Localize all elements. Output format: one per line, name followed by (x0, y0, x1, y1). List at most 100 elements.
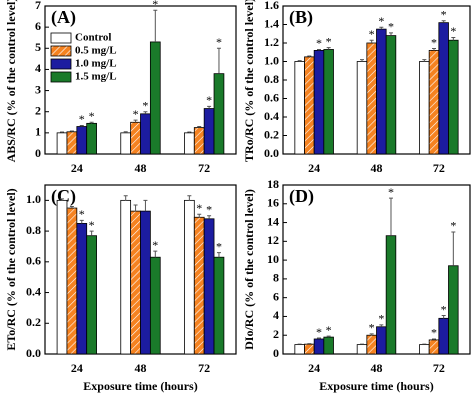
bar (323, 336, 334, 355)
significance-mark: * (441, 8, 447, 22)
y-tick-label: 0.4 (26, 284, 41, 298)
bar (130, 210, 141, 355)
significance-mark: * (450, 24, 456, 38)
bar (376, 28, 387, 155)
y-tick-label: 2 (35, 103, 41, 117)
bar (428, 339, 440, 355)
error-bar (197, 126, 202, 128)
bar (419, 61, 430, 155)
significance-mark: * (206, 93, 212, 107)
y-tick-label: 4 (35, 61, 41, 75)
error-bar (187, 131, 192, 133)
error-bar (422, 59, 427, 62)
x-tick-label: 72 (198, 361, 210, 375)
bar (184, 199, 195, 355)
error-bar (432, 48, 437, 51)
significance-mark: * (152, 0, 158, 11)
bar (140, 210, 151, 355)
y-tick-label: 1.0 (26, 192, 41, 206)
significance-mark: * (388, 185, 394, 199)
y-tick-label: 0 (273, 346, 279, 360)
error-bar (326, 335, 331, 338)
x-tick-label: 72 (433, 161, 445, 175)
error-bar (133, 119, 138, 123)
panel-label: (A) (51, 7, 76, 28)
bar (120, 132, 132, 155)
error-bar (143, 199, 148, 212)
bar (76, 126, 88, 155)
bar (438, 22, 449, 155)
significance-mark: * (216, 239, 222, 253)
legend-label: 1.5 mg/L (75, 71, 117, 83)
bar (149, 41, 161, 155)
significance-mark: * (326, 34, 332, 48)
x-axis-label: Exposure time (hours) (83, 379, 197, 393)
bar (66, 131, 78, 155)
bar (313, 338, 325, 355)
error-bar (60, 198, 65, 201)
error-bar (388, 32, 393, 36)
error-bar (326, 47, 331, 50)
legend-label: Control (75, 32, 111, 44)
y-tick-label: 0.2 (264, 127, 279, 141)
significance-mark: * (89, 218, 95, 232)
y-tick-label: 2 (273, 327, 279, 341)
significance-mark: * (431, 35, 437, 49)
legend-swatch (50, 58, 72, 70)
significance-mark: * (79, 112, 85, 126)
bar (86, 122, 97, 155)
significance-mark: * (326, 323, 332, 337)
error-bar (133, 204, 138, 212)
legend-swatch (50, 45, 72, 57)
error-bar (79, 124, 84, 127)
x-tick-label: 24 (71, 161, 83, 175)
legend-swatch (50, 71, 72, 83)
error-bar (60, 131, 65, 133)
error-bar (89, 230, 94, 236)
error-bar (216, 252, 221, 258)
panel-label: (D) (289, 186, 314, 207)
y-tick-label: 1 (35, 125, 41, 139)
x-axis-label: Exposure time (hours) (319, 379, 433, 393)
bar (86, 235, 97, 355)
bar (356, 344, 368, 355)
y-tick-label: 0.8 (264, 72, 279, 86)
bar (294, 61, 305, 155)
error-bar (316, 337, 321, 339)
significance-mark: * (152, 238, 158, 252)
significance-mark: * (316, 325, 322, 339)
bar (203, 108, 215, 155)
significance-mark: * (431, 326, 437, 340)
significance-mark: * (369, 321, 375, 335)
bar (313, 50, 325, 155)
y-tick-label: 5 (35, 40, 41, 54)
y-tick-label: 6 (35, 19, 41, 33)
y-tick-label: 0.6 (26, 254, 41, 268)
error-bar (369, 39, 374, 43)
bar (428, 50, 440, 155)
x-tick-label: 24 (71, 361, 83, 375)
y-tick-label: 1.2 (264, 35, 279, 49)
bar (120, 199, 132, 355)
bar (76, 223, 88, 355)
significance-mark: * (79, 207, 85, 221)
significance-mark: * (142, 98, 148, 112)
error-bar (297, 60, 302, 62)
y-tick-label: 12 (267, 233, 279, 247)
error-bar (123, 195, 128, 201)
significance-mark: * (216, 35, 222, 49)
y-tick-label: 6 (273, 289, 279, 303)
bar (438, 317, 449, 355)
bar (66, 207, 78, 355)
error-bar (432, 338, 437, 340)
bar (193, 216, 205, 355)
y-axis-label: DIo/RC (% of the control level) (242, 189, 256, 350)
bar (419, 344, 430, 355)
significance-mark: * (378, 14, 384, 28)
bar (56, 199, 68, 355)
bar (366, 42, 377, 155)
significance-mark: * (441, 302, 447, 316)
error-bar (451, 231, 456, 266)
y-tick-label: 16 (267, 196, 279, 210)
significance-mark: * (378, 312, 384, 326)
